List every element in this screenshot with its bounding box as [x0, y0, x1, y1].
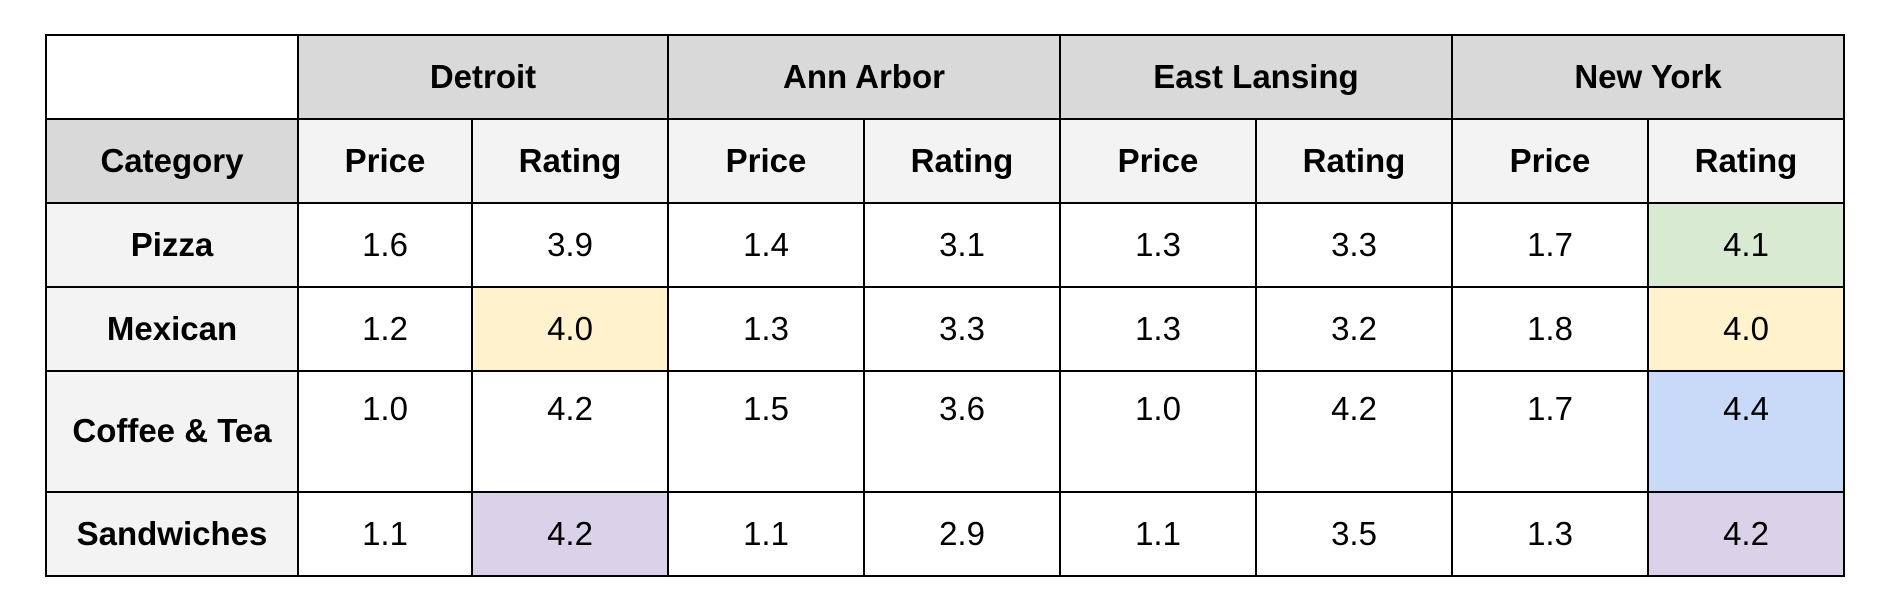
table-row: Coffee & Tea 1.0 4.2 1.5 3.6 1.0 4.2 1.7 4.4 [45, 370, 1845, 493]
corner-cell [45, 34, 299, 120]
row-header-sandwiches: Sandwiches [45, 491, 299, 577]
city-header-new-york: New York [1451, 34, 1845, 120]
metric-header-row: Category Price Rating Price Rating Price Ratin… [45, 118, 1845, 204]
cell-coffee-and-tea-detroit-rating: 4.2 [471, 370, 669, 493]
cell-pizza-ann-arbor-price: 1.4 [667, 202, 865, 288]
cell-pizza-new-york-rating: 4.1 [1647, 202, 1845, 288]
metric-header-east-lansing-price: Price [1059, 118, 1257, 204]
cell-mexican-new-york-price: 1.8 [1451, 286, 1649, 372]
cell-mexican-detroit-rating: 4.0 [471, 286, 669, 372]
cell-mexican-east-lansing-rating: 3.2 [1255, 286, 1453, 372]
metric-header-ann-arbor-price: Price [667, 118, 865, 204]
cell-coffee-and-tea-ann-arbor-rating: 3.6 [863, 370, 1061, 493]
metric-header-detroit-price: Price [297, 118, 473, 204]
metric-header-new-york-rating: Rating [1647, 118, 1845, 204]
cell-pizza-ann-arbor-rating: 3.1 [863, 202, 1061, 288]
metric-header-detroit-rating: Rating [471, 118, 669, 204]
cell-mexican-east-lansing-price: 1.3 [1059, 286, 1257, 372]
cell-coffee-and-tea-new-york-price: 1.7 [1451, 370, 1649, 493]
cell-mexican-ann-arbor-price: 1.3 [667, 286, 865, 372]
table-row: Mexican 1.2 4.0 1.3 3.3 1.3 3.2 1.8 4.0 [45, 286, 1845, 372]
cell-sandwiches-new-york-price: 1.3 [1451, 491, 1649, 577]
cell-pizza-detroit-rating: 3.9 [471, 202, 669, 288]
cell-pizza-east-lansing-price: 1.3 [1059, 202, 1257, 288]
metric-header-new-york-price: Price [1451, 118, 1649, 204]
cell-sandwiches-detroit-rating: 4.2 [471, 491, 669, 577]
row-header-mexican: Mexican [45, 286, 299, 372]
cell-mexican-ann-arbor-rating: 3.3 [863, 286, 1061, 372]
city-header-east-lansing: East Lansing [1059, 34, 1453, 120]
city-header-ann-arbor: Ann Arbor [667, 34, 1061, 120]
cell-sandwiches-ann-arbor-price: 1.1 [667, 491, 865, 577]
restaurant-price-rating-table: Detroit Ann Arbor East Lansing New York Cate… [45, 34, 1845, 577]
city-header-row: Detroit Ann Arbor East Lansing New York [45, 34, 1845, 120]
cell-sandwiches-new-york-rating: 4.2 [1647, 491, 1845, 577]
cell-sandwiches-ann-arbor-rating: 2.9 [863, 491, 1061, 577]
row-header-pizza: Pizza [45, 202, 299, 288]
cell-sandwiches-detroit-price: 1.1 [297, 491, 473, 577]
cell-sandwiches-east-lansing-rating: 3.5 [1255, 491, 1453, 577]
cell-mexican-detroit-price: 1.2 [297, 286, 473, 372]
cell-pizza-new-york-price: 1.7 [1451, 202, 1649, 288]
cell-coffee-and-tea-east-lansing-rating: 4.2 [1255, 370, 1453, 493]
table-row: Sandwiches 1.1 4.2 1.1 2.9 1.1 3.5 1.3 4.2 [45, 491, 1845, 577]
metric-header-ann-arbor-rating: Rating [863, 118, 1061, 204]
category-column-header: Category [45, 118, 299, 204]
cell-coffee-and-tea-new-york-rating: 4.4 [1647, 370, 1845, 493]
row-header-coffee-and-tea: Coffee & Tea [45, 370, 299, 493]
metric-header-east-lansing-rating: Rating [1255, 118, 1453, 204]
cell-sandwiches-east-lansing-price: 1.1 [1059, 491, 1257, 577]
data-table-wrapper: Detroit Ann Arbor East Lansing New York Cate… [45, 34, 1845, 577]
cell-pizza-east-lansing-rating: 3.3 [1255, 202, 1453, 288]
cell-mexican-new-york-rating: 4.0 [1647, 286, 1845, 372]
cell-pizza-detroit-price: 1.6 [297, 202, 473, 288]
cell-coffee-and-tea-detroit-price: 1.0 [297, 370, 473, 493]
cell-coffee-and-tea-ann-arbor-price: 1.5 [667, 370, 865, 493]
city-header-detroit: Detroit [297, 34, 669, 120]
table-row: Pizza 1.6 3.9 1.4 3.1 1.3 3.3 1.7 4.1 [45, 202, 1845, 288]
cell-coffee-and-tea-east-lansing-price: 1.0 [1059, 370, 1257, 493]
